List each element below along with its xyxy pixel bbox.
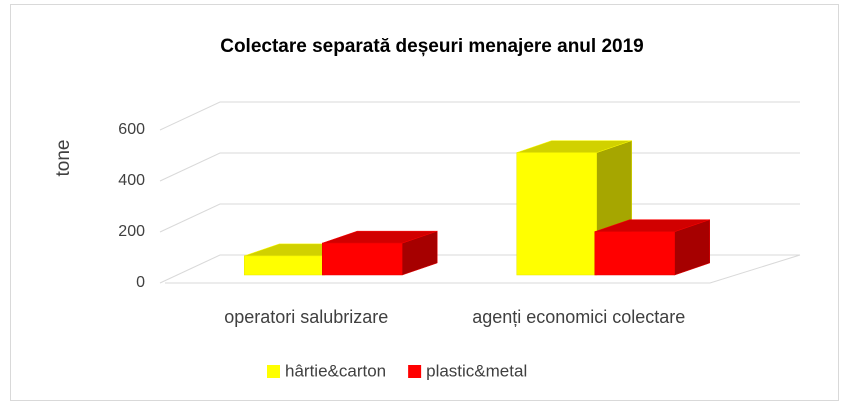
bar	[322, 230, 438, 276]
bar	[516, 140, 632, 276]
legend-label: hârtie&carton	[285, 361, 386, 380]
y-axis-label: tone	[53, 140, 74, 177]
bar	[594, 219, 710, 276]
y-tick-label: 400	[118, 172, 145, 189]
legend-label: plastic&metal	[426, 361, 527, 380]
legend-swatch	[267, 365, 280, 378]
floor-edge	[165, 254, 801, 284]
chart-border	[10, 4, 839, 401]
y-tick-label: 600	[118, 121, 145, 138]
bar-front	[322, 242, 403, 276]
x-tick-label: operatori salubrizare	[224, 307, 388, 327]
grid-line	[159, 101, 800, 131]
bar-front	[516, 152, 597, 276]
y-tick-label: 0	[136, 274, 145, 291]
bar-front	[244, 255, 325, 276]
bar-front	[594, 231, 675, 276]
chart-title: Colectare separată deșeuri menajere anul…	[220, 36, 644, 57]
y-tick-label: 200	[118, 223, 145, 240]
legend-swatch	[408, 365, 422, 378]
x-tick-label: agenți economici colectare	[472, 307, 685, 327]
